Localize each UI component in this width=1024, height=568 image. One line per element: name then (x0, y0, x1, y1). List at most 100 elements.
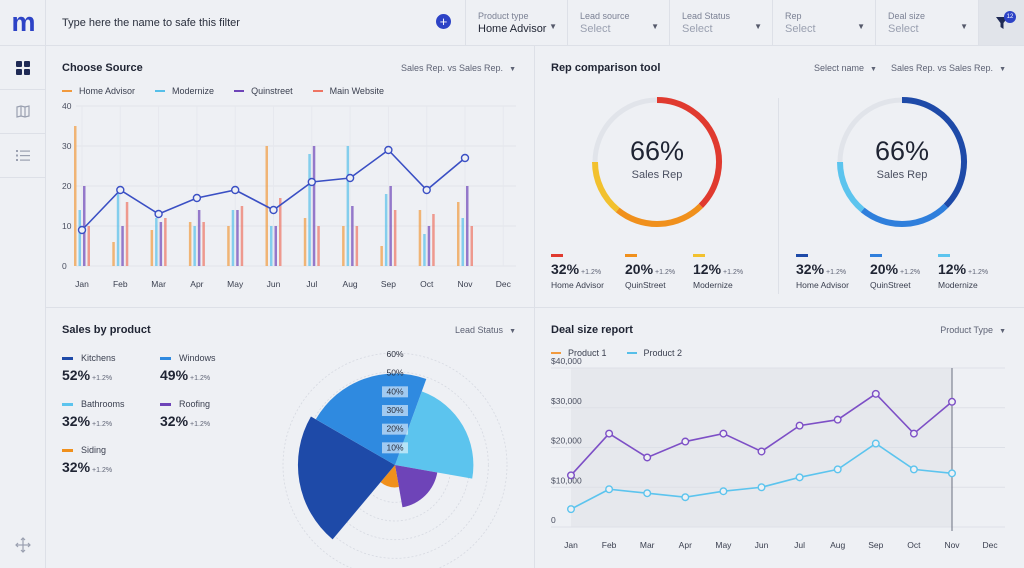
stat-change: +1.2% (826, 269, 847, 276)
stat-value: 32% (796, 261, 825, 277)
y-tick-label: 10 (62, 221, 72, 231)
x-tick-label: Jun (755, 540, 769, 550)
bar (193, 226, 196, 266)
sidebar-item-list[interactable] (0, 134, 46, 178)
filter-lead-source[interactable]: Lead source Select ▼ (567, 0, 669, 45)
legend-swatch (551, 352, 561, 354)
legend-swatch (155, 90, 166, 92)
stat-value: 20% (625, 261, 654, 277)
chevron-down-icon: ▼ (857, 22, 865, 31)
line-point (948, 397, 957, 406)
bar (159, 222, 163, 266)
y-tick-label: 0 (551, 515, 556, 525)
stat-swatch (693, 254, 705, 257)
legend-swatch (312, 90, 323, 92)
product-stat: Siding 32% +1.2% (62, 445, 112, 477)
stat-value: 32% (62, 413, 91, 429)
stat-change: +1.2% (968, 269, 989, 276)
x-tick-label: Nov (457, 279, 473, 289)
sidebar-item-map[interactable] (0, 90, 46, 134)
stat-swatch (938, 254, 950, 257)
filter-label: Lead Status (682, 11, 731, 21)
polar-ring (282, 352, 508, 568)
bar (78, 210, 81, 266)
rep-stat: 12% +1.2% Modernize (693, 254, 743, 290)
dropdown-value: Product Type (940, 325, 994, 335)
filter-product-type[interactable]: Product type Home Advisor ▼ (465, 0, 567, 45)
line-point (757, 483, 766, 492)
top-bar: + Product type Home Advisor ▼ Lead sourc… (46, 0, 1024, 46)
filter-value: Select (682, 23, 713, 35)
lead-status-dropdown[interactable]: Lead Status ▼ (455, 325, 516, 335)
dropdown-value: Sales Rep. vs Sales Rep. (401, 63, 504, 73)
bar (116, 190, 120, 266)
filter-lead-status[interactable]: Lead Status Select ▼ (669, 0, 772, 45)
app-logo[interactable]: m (0, 0, 46, 46)
x-tick-label: Sep (868, 540, 883, 550)
polar-slice (395, 465, 438, 508)
filter-name-input[interactable] (62, 13, 422, 33)
x-tick-label: Aug (830, 540, 845, 550)
line-point (871, 439, 880, 448)
comparison-dropdown[interactable]: Sales Rep. vs Sales Rep. ▼ (401, 63, 516, 73)
y-tick-label: $30,000 (551, 396, 582, 406)
stat-label: Siding (81, 445, 107, 455)
stat-change: +1.2% (723, 269, 744, 276)
stat-label: QuinStreet (870, 280, 911, 290)
move-button[interactable] (8, 530, 38, 560)
legend-item: Home Advisor (62, 86, 135, 96)
select-name-dropdown[interactable]: Select name ▼ (814, 63, 877, 73)
donut-segment (901, 97, 967, 208)
sidebar-item-dashboard[interactable] (0, 46, 46, 90)
x-tick-label: Mar (640, 540, 655, 550)
bar (155, 218, 158, 266)
stat-value: 20% (870, 261, 899, 277)
legend-label: Product 1 (568, 348, 607, 358)
legend-label: Modernize (172, 86, 215, 96)
stat-change: +1.2% (92, 421, 113, 428)
ring-label-bg (382, 423, 408, 435)
divider (778, 98, 779, 294)
bar (427, 226, 431, 266)
panel-title: Rep comparison tool (551, 62, 661, 74)
bar (150, 230, 154, 266)
x-tick-label: Dec (496, 279, 512, 289)
x-tick-label: Oct (420, 279, 434, 289)
x-tick-label: Dec (983, 540, 999, 550)
legend-label: Product 2 (643, 348, 683, 358)
line-point (643, 489, 652, 498)
product-type-dropdown[interactable]: Product Type ▼ (940, 325, 1006, 335)
bar (236, 210, 239, 266)
bar (274, 226, 277, 266)
filter-rep[interactable]: Rep Select ▼ (772, 0, 875, 45)
filter-label: Lead source (580, 11, 630, 21)
legend-label: Main Website (329, 86, 384, 96)
rep-stat: 32% +1.2% Home Advisor (796, 254, 849, 290)
stat-label: Roofing (179, 399, 211, 409)
filter-deal-size[interactable]: Deal size Select ▼ (875, 0, 978, 45)
bar (423, 234, 426, 266)
rep-stat: 20% +1.2% QuinStreet (870, 254, 920, 290)
ring-label-bg (382, 442, 408, 454)
x-tick-label: Nov (944, 540, 960, 550)
stat-label: Home Advisor (551, 280, 604, 290)
donut-charts (592, 97, 967, 227)
add-filter-button[interactable]: + (436, 14, 451, 29)
stat-change: +1.2% (190, 375, 211, 382)
filter-value: Home Advisor (478, 23, 547, 35)
bar (202, 222, 205, 266)
line-point (605, 485, 614, 494)
stat-change: +1.2% (900, 269, 921, 276)
bar (393, 210, 397, 266)
legend-label: Quinstreet (251, 86, 293, 96)
line-point (795, 421, 804, 430)
filter-toggle-button[interactable]: 12 (978, 0, 1024, 45)
filter-label: Product type (478, 11, 529, 21)
comparison-dropdown[interactable]: Sales Rep. vs Sales Rep. ▼ (891, 63, 1006, 73)
bar (457, 202, 460, 266)
donut-center-left: 66% Sales Rep (587, 136, 727, 181)
dropdown-value: Select name (814, 63, 865, 73)
chevron-down-icon: ▼ (870, 66, 877, 73)
x-tick-label: Jul (306, 279, 317, 289)
line-point (192, 193, 202, 203)
